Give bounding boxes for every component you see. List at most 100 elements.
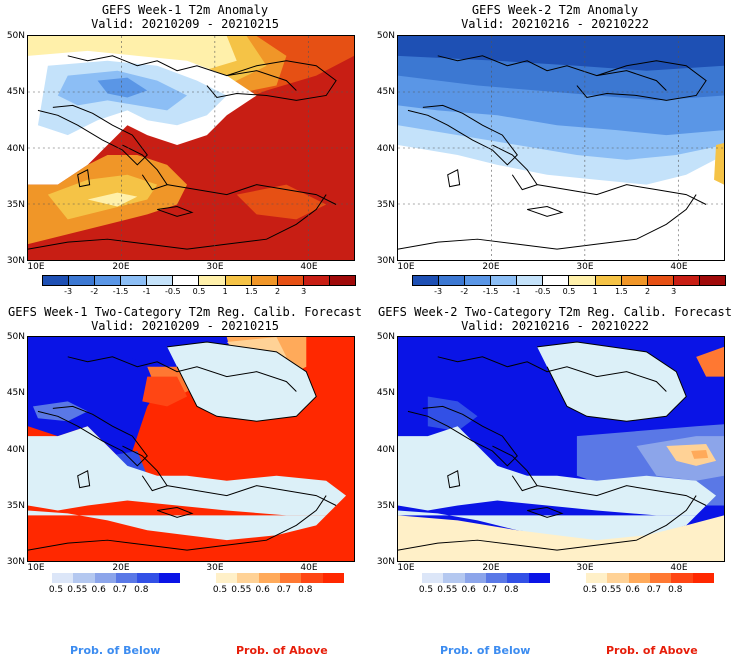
colorbar-tick-label: 0.8 <box>298 585 313 595</box>
colorbar-swatch <box>43 276 70 285</box>
below-probability-colorbar <box>52 573 180 583</box>
below-probability-labels: 0.5 0.55 0.6 0.7 0.8 <box>419 585 550 595</box>
colorbar-tick-label: 3 <box>301 287 307 296</box>
colorbar-swatch <box>699 276 725 285</box>
colorbar-swatch <box>329 276 355 285</box>
colorbar-tick-label: 0.6 <box>91 585 106 595</box>
lat-label: 40N <box>376 144 395 154</box>
lat-label: 30N <box>6 256 25 266</box>
colorbar-swatch <box>692 573 714 583</box>
lon-label: 30E <box>206 563 224 573</box>
colorbar-swatch <box>413 276 440 285</box>
anomaly-colorbar-labels: -3 -2 -1.5 -1 -0.5 0.5 1 1.5 2 3 <box>412 287 726 297</box>
colorbar-swatch <box>94 573 116 583</box>
lat-label: 45N <box>6 87 25 97</box>
above-probability-labels: 0.5 0.55 0.6 0.7 0.8 <box>212 585 344 595</box>
colorbar-tick-label: 0.55 <box>437 585 458 595</box>
panel-week2-probability: GEFS Week-2 Two-Category T2m Reg. Calib.… <box>370 300 740 600</box>
panel-title: GEFS Week-2 Two-Category T2m Reg. Calib.… <box>377 305 732 319</box>
colorbar-tick-label: 0.5 <box>582 585 598 595</box>
colorbar-swatch <box>517 276 544 285</box>
lon-label: 40E <box>300 262 318 272</box>
colorbar-tick-label: -1 <box>512 287 521 296</box>
colorbar-tick-label: -2 <box>460 287 469 296</box>
lon-label: 20E <box>112 563 130 573</box>
anomaly-map-week2 <box>397 35 725 261</box>
colorbar-tick-label: -1.5 <box>112 287 129 296</box>
lon-label: 10E <box>397 563 415 573</box>
colorbar-swatch <box>251 276 278 285</box>
colorbar-tick-label: 0.5 <box>212 585 228 595</box>
colorbar-swatch <box>147 276 174 285</box>
colorbar-tick-label: 0.7 <box>276 585 292 595</box>
footer-prob-above: Prob. of Above <box>236 644 328 657</box>
lon-label: 10E <box>27 262 45 272</box>
lon-label: 10E <box>27 563 45 573</box>
lat-label: 30N <box>376 256 395 266</box>
colorbar-swatch <box>595 276 622 285</box>
colorbar-tick-label: -2 <box>90 287 99 296</box>
colorbar-tick-label: 0.8 <box>668 585 683 595</box>
colorbar-swatch <box>543 276 570 285</box>
colorbar-tick-label: 0.5 <box>48 585 64 595</box>
lon-label: 40E <box>300 563 318 573</box>
lat-label: 50N <box>6 31 25 41</box>
colorbar-swatch <box>586 573 608 583</box>
colorbar-swatch <box>673 276 700 285</box>
panel-valid-dates: Valid: 20210216 - 20210222 <box>461 319 649 333</box>
colorbar-tick-label: 0.7 <box>482 585 498 595</box>
colorbar-tick-label: 0.6 <box>255 585 270 595</box>
below-probability-labels: 0.5 0.55 0.6 0.7 0.8 <box>48 585 180 595</box>
colorbar-swatch <box>649 573 672 583</box>
colorbar-tick-label: 1.5 <box>614 287 628 296</box>
colorbar-swatch <box>258 573 280 583</box>
panel-valid-dates: Valid: 20210216 - 20210222 <box>461 17 649 31</box>
lat-label: 50N <box>376 31 395 41</box>
colorbar-swatch <box>422 573 444 583</box>
panel-week1-anomaly: GEFS Week-1 T2m Anomaly Valid: 20210209 … <box>0 0 370 300</box>
colorbar-swatch <box>95 276 122 285</box>
colorbar-swatch <box>443 573 465 583</box>
colorbar-tick-label: -1 <box>142 287 151 296</box>
colorbar-swatch <box>322 573 344 583</box>
colorbar-swatch <box>301 573 323 583</box>
footer-prob-below: Prob. of Below <box>70 644 161 657</box>
colorbar-swatch <box>491 276 518 285</box>
colorbar-tick-label: 0.55 <box>231 585 252 595</box>
colorbar-swatch <box>121 276 148 285</box>
lon-label: 40E <box>670 262 688 272</box>
colorbar-tick-label: 1 <box>592 287 598 296</box>
panel-title: GEFS Week-1 Two-Category T2m Reg. Calib.… <box>7 305 362 319</box>
probability-map-week2 <box>397 336 725 562</box>
panel-valid-dates: Valid: 20210209 - 20210215 <box>91 319 279 333</box>
colorbar-swatch <box>621 276 648 285</box>
colorbar-swatch <box>216 573 238 583</box>
panel-valid-dates: Valid: 20210209 - 20210215 <box>91 17 279 31</box>
lat-label: 40N <box>376 445 395 455</box>
colorbar-swatch <box>303 276 330 285</box>
lat-label: 40N <box>6 445 25 455</box>
colorbar-tick-label: 0.8 <box>504 585 519 595</box>
anomaly-colorbar <box>42 275 356 286</box>
colorbar-swatch <box>237 573 259 583</box>
colorbar-tick-label: 0.55 <box>601 585 622 595</box>
lat-label: 40N <box>6 144 25 154</box>
colorbar-tick-label: 1 <box>222 287 228 296</box>
below-probability-colorbar <box>422 573 550 583</box>
colorbar-swatch <box>73 573 95 583</box>
colorbar-tick-label: 0.6 <box>625 585 640 595</box>
colorbar-tick-label: 2 <box>274 287 281 296</box>
colorbar-swatch <box>647 276 674 285</box>
panel-title: GEFS Week-1 T2m Anomaly <box>101 3 269 17</box>
colorbar-swatch <box>277 276 304 285</box>
colorbar-tick-label: 0.5 <box>562 287 576 296</box>
colorbar-swatch <box>158 573 180 583</box>
colorbar-swatch <box>569 276 596 285</box>
panel-week1-probability: GEFS Week-1 Two-Category T2m Reg. Calib.… <box>0 300 370 600</box>
probability-map-week1 <box>27 336 355 562</box>
lat-label: 45N <box>6 388 25 398</box>
colorbar-tick-label: -3 <box>434 287 443 296</box>
lon-label: 20E <box>482 262 500 272</box>
lat-label: 35N <box>6 200 25 210</box>
colorbar-swatch <box>485 573 508 583</box>
